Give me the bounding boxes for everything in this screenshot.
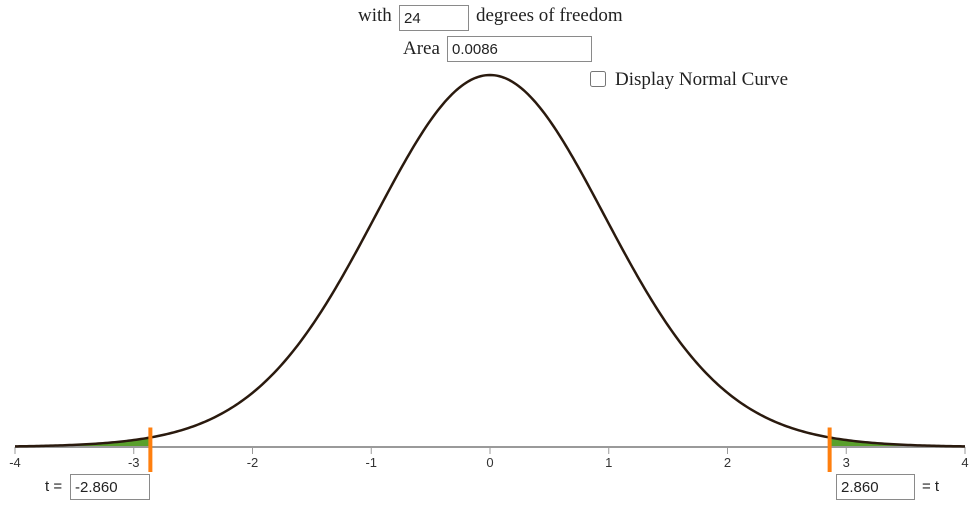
area-input[interactable] — [447, 36, 592, 62]
df-suffix-label: degrees of freedom — [476, 5, 623, 26]
upper-t-label: = t — [922, 478, 940, 495]
x-tick-label: 3 — [843, 455, 850, 470]
display-normal-curve-label: Display Normal Curve — [615, 69, 789, 90]
degrees-of-freedom-input[interactable] — [399, 5, 469, 31]
x-tick-label: -4 — [9, 455, 21, 470]
density-curve — [14, 73, 966, 448]
critical-value-markers — [148, 427, 832, 472]
display-normal-curve-checkbox[interactable] — [590, 71, 606, 87]
x-tick-label: 2 — [724, 455, 731, 470]
x-tick-label: -2 — [247, 455, 259, 470]
x-tick-label: -1 — [365, 455, 377, 470]
df-prefix-label: with — [358, 5, 392, 26]
x-axis-ticks: -4 -3 -2 -1 0 1 2 3 4 — [9, 447, 969, 470]
right-tail-shade — [829, 437, 965, 447]
lower-t-label: t = — [45, 478, 63, 495]
lower-t-input[interactable] — [70, 474, 150, 500]
x-tick-label: 0 — [486, 455, 493, 470]
shaded-tail-regions — [15, 437, 965, 447]
left-tail-shade — [15, 437, 151, 447]
upper-t-input[interactable] — [836, 474, 915, 500]
area-label: Area — [403, 38, 440, 59]
x-tick-label: 1 — [605, 455, 612, 470]
x-tick-label: 4 — [961, 455, 968, 470]
x-tick-label: -3 — [128, 455, 140, 470]
